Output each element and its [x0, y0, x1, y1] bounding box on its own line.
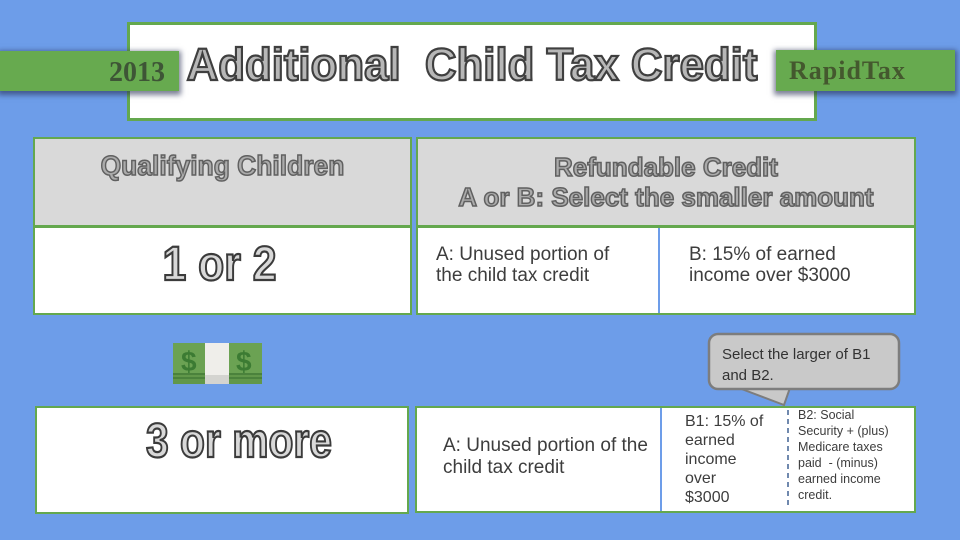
- svg-text:Select the larger of B1: Select the larger of B1: [722, 346, 870, 363]
- svg-text:and B2.: and B2.: [722, 367, 774, 384]
